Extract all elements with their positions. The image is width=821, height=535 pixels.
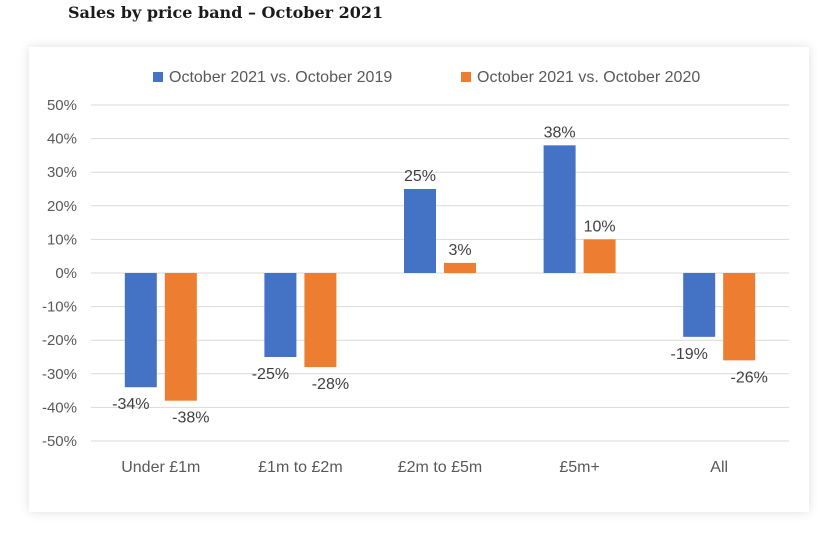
y-tick-label: -50% <box>42 433 77 450</box>
chart-legend: October 2021 vs. October 2019 October 202… <box>153 69 700 86</box>
page-title: Sales by price band – October 2021 <box>68 3 384 22</box>
y-tick-label: 0% <box>55 265 77 282</box>
gridlines <box>91 104 789 442</box>
legend-label: October 2021 vs. October 2019 <box>169 69 392 86</box>
y-axis: 50% 40% 30% 20% 10% 0% -10% -20% -30% -40% -50% <box>42 97 77 450</box>
data-label: 10% <box>584 218 616 235</box>
y-tick-label: 50% <box>47 97 77 114</box>
bar-vs-2019 <box>543 145 576 273</box>
y-tick-label: 30% <box>47 164 77 181</box>
data-label: 3% <box>448 242 471 259</box>
bar-vs-2019 <box>124 273 157 388</box>
data-label: 25% <box>404 168 436 185</box>
data-label: -25% <box>252 366 289 383</box>
y-tick-label: -10% <box>42 299 77 316</box>
data-label: -28% <box>312 376 349 393</box>
data-label: -38% <box>172 410 209 427</box>
y-tick-label: 20% <box>47 198 77 215</box>
x-tick-label: All <box>710 459 728 476</box>
y-tick-label: 40% <box>47 131 77 148</box>
legend-swatch <box>153 72 163 82</box>
x-tick-label: Under £1m <box>121 459 200 476</box>
x-tick-label: £5m+ <box>559 459 599 476</box>
data-label: -19% <box>671 346 708 363</box>
y-tick-label: -40% <box>42 399 77 416</box>
bar-vs-2020 <box>304 273 337 368</box>
x-tick-label: £2m to £5m <box>398 459 482 476</box>
bar-chart: October 2021 vs. October 2019 October 202… <box>42 69 789 476</box>
bar-vs-2019 <box>683 273 716 337</box>
y-tick-label: -30% <box>42 366 77 383</box>
bars <box>124 145 756 401</box>
x-tick-label: £1m to £2m <box>258 459 342 476</box>
data-label: -26% <box>731 369 768 386</box>
bar-vs-2020 <box>164 273 197 401</box>
data-label: 38% <box>544 124 576 141</box>
legend-swatch <box>461 72 471 82</box>
bar-vs-2020 <box>583 239 616 273</box>
bar-vs-2019 <box>404 189 436 273</box>
x-axis: Under £1m £1m to £2m £2m to £5m £5m+ All <box>121 459 728 476</box>
data-label: -34% <box>112 396 149 413</box>
bar-vs-2019 <box>264 273 297 357</box>
legend-label: October 2021 vs. October 2020 <box>477 69 700 86</box>
bar-vs-2020 <box>723 273 756 361</box>
chart-container: October 2021 vs. October 2019 October 202… <box>29 47 809 512</box>
bar-vs-2020 <box>444 262 476 273</box>
y-tick-label: 10% <box>47 231 77 248</box>
data-labels: -34% -38% -25% -28% 25% 3% 38% 10% -19% -26% <box>112 124 768 426</box>
y-tick-label: -20% <box>42 332 77 349</box>
